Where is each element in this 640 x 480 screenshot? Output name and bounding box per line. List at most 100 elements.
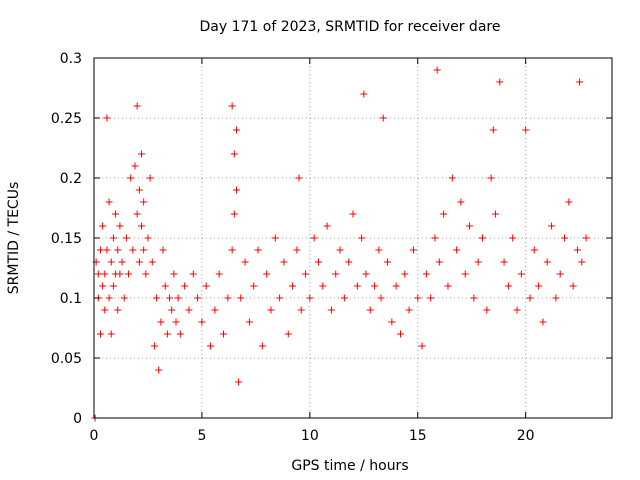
data-point	[237, 294, 245, 302]
data-point	[302, 270, 310, 278]
data-point	[504, 282, 512, 290]
data-point	[96, 330, 104, 338]
data-point	[157, 318, 165, 326]
data-point	[336, 246, 344, 254]
data-point	[116, 270, 124, 278]
data-point	[433, 66, 441, 74]
x-axis-label: GPS time / hours	[291, 458, 408, 474]
data-point	[539, 318, 547, 326]
data-point	[107, 330, 115, 338]
data-point	[207, 342, 215, 350]
data-point	[396, 330, 404, 338]
data-point	[556, 270, 564, 278]
data-point	[293, 246, 301, 254]
data-point	[435, 258, 443, 266]
data-point	[552, 294, 560, 302]
data-point	[377, 294, 385, 302]
data-point	[379, 114, 387, 122]
y-tick-label: 0.1	[60, 291, 82, 307]
x-tick-label: 15	[409, 428, 427, 444]
data-point	[103, 114, 111, 122]
data-point	[489, 126, 497, 134]
data-point	[94, 270, 102, 278]
data-point	[470, 294, 478, 302]
data-point	[314, 258, 322, 266]
grid-lines	[94, 58, 612, 418]
data-point	[263, 270, 271, 278]
data-point	[569, 282, 577, 290]
data-point	[112, 210, 120, 218]
data-point	[120, 294, 128, 302]
y-tick-label: 0.05	[51, 351, 82, 367]
data-point	[358, 234, 366, 242]
data-point	[220, 330, 227, 338]
data-point	[155, 366, 163, 374]
data-point	[440, 210, 448, 218]
data-point	[133, 102, 141, 110]
data-point	[491, 210, 499, 218]
data-point	[297, 306, 305, 314]
data-point	[474, 258, 482, 266]
data-point	[483, 306, 491, 314]
data-point	[340, 294, 348, 302]
y-axis-label: SRMTID / TECUs	[6, 182, 22, 295]
data-point	[366, 306, 374, 314]
data-point	[345, 258, 353, 266]
data-point	[500, 258, 508, 266]
data-point	[142, 270, 150, 278]
data-point	[99, 282, 107, 290]
data-point	[232, 186, 240, 194]
data-point	[522, 126, 530, 134]
data-point	[137, 222, 145, 230]
data-point	[140, 246, 148, 254]
data-point	[289, 282, 297, 290]
data-point	[235, 378, 243, 386]
data-point	[271, 234, 279, 242]
data-point	[414, 294, 422, 302]
data-point	[172, 318, 180, 326]
data-point	[144, 234, 152, 242]
data-point	[140, 198, 148, 206]
data-point	[232, 126, 240, 134]
data-point	[107, 258, 115, 266]
data-point	[576, 78, 584, 86]
data-point	[161, 282, 169, 290]
data-point	[109, 282, 117, 290]
data-point	[513, 306, 521, 314]
chart-title: Day 171 of 2023, SRMTID for receiver dar…	[200, 19, 501, 35]
data-point	[427, 294, 435, 302]
data-point	[153, 294, 161, 302]
data-point	[548, 222, 556, 230]
data-point	[103, 246, 111, 254]
data-point	[109, 234, 117, 242]
data-point	[409, 246, 417, 254]
data-point	[114, 246, 122, 254]
data-point	[148, 258, 156, 266]
data-point	[189, 270, 197, 278]
data-point	[392, 282, 400, 290]
x-tick-label: 5	[197, 428, 206, 444]
data-point	[96, 246, 104, 254]
data-point	[543, 258, 551, 266]
data-point	[280, 258, 288, 266]
data-point	[146, 174, 154, 182]
data-point	[101, 306, 109, 314]
data-point	[323, 222, 331, 230]
y-tick-label: 0	[73, 411, 82, 427]
data-point	[565, 198, 573, 206]
data-point	[517, 270, 525, 278]
data-point	[362, 270, 370, 278]
data-point	[530, 246, 538, 254]
data-point	[401, 270, 409, 278]
data-point	[211, 306, 219, 314]
data-point	[258, 342, 266, 350]
data-point	[122, 234, 130, 242]
data-point	[582, 234, 590, 242]
data-point	[101, 270, 109, 278]
data-point	[127, 174, 135, 182]
data-point	[418, 342, 426, 350]
data-point	[228, 246, 236, 254]
data-point	[215, 270, 223, 278]
data-point	[170, 270, 178, 278]
